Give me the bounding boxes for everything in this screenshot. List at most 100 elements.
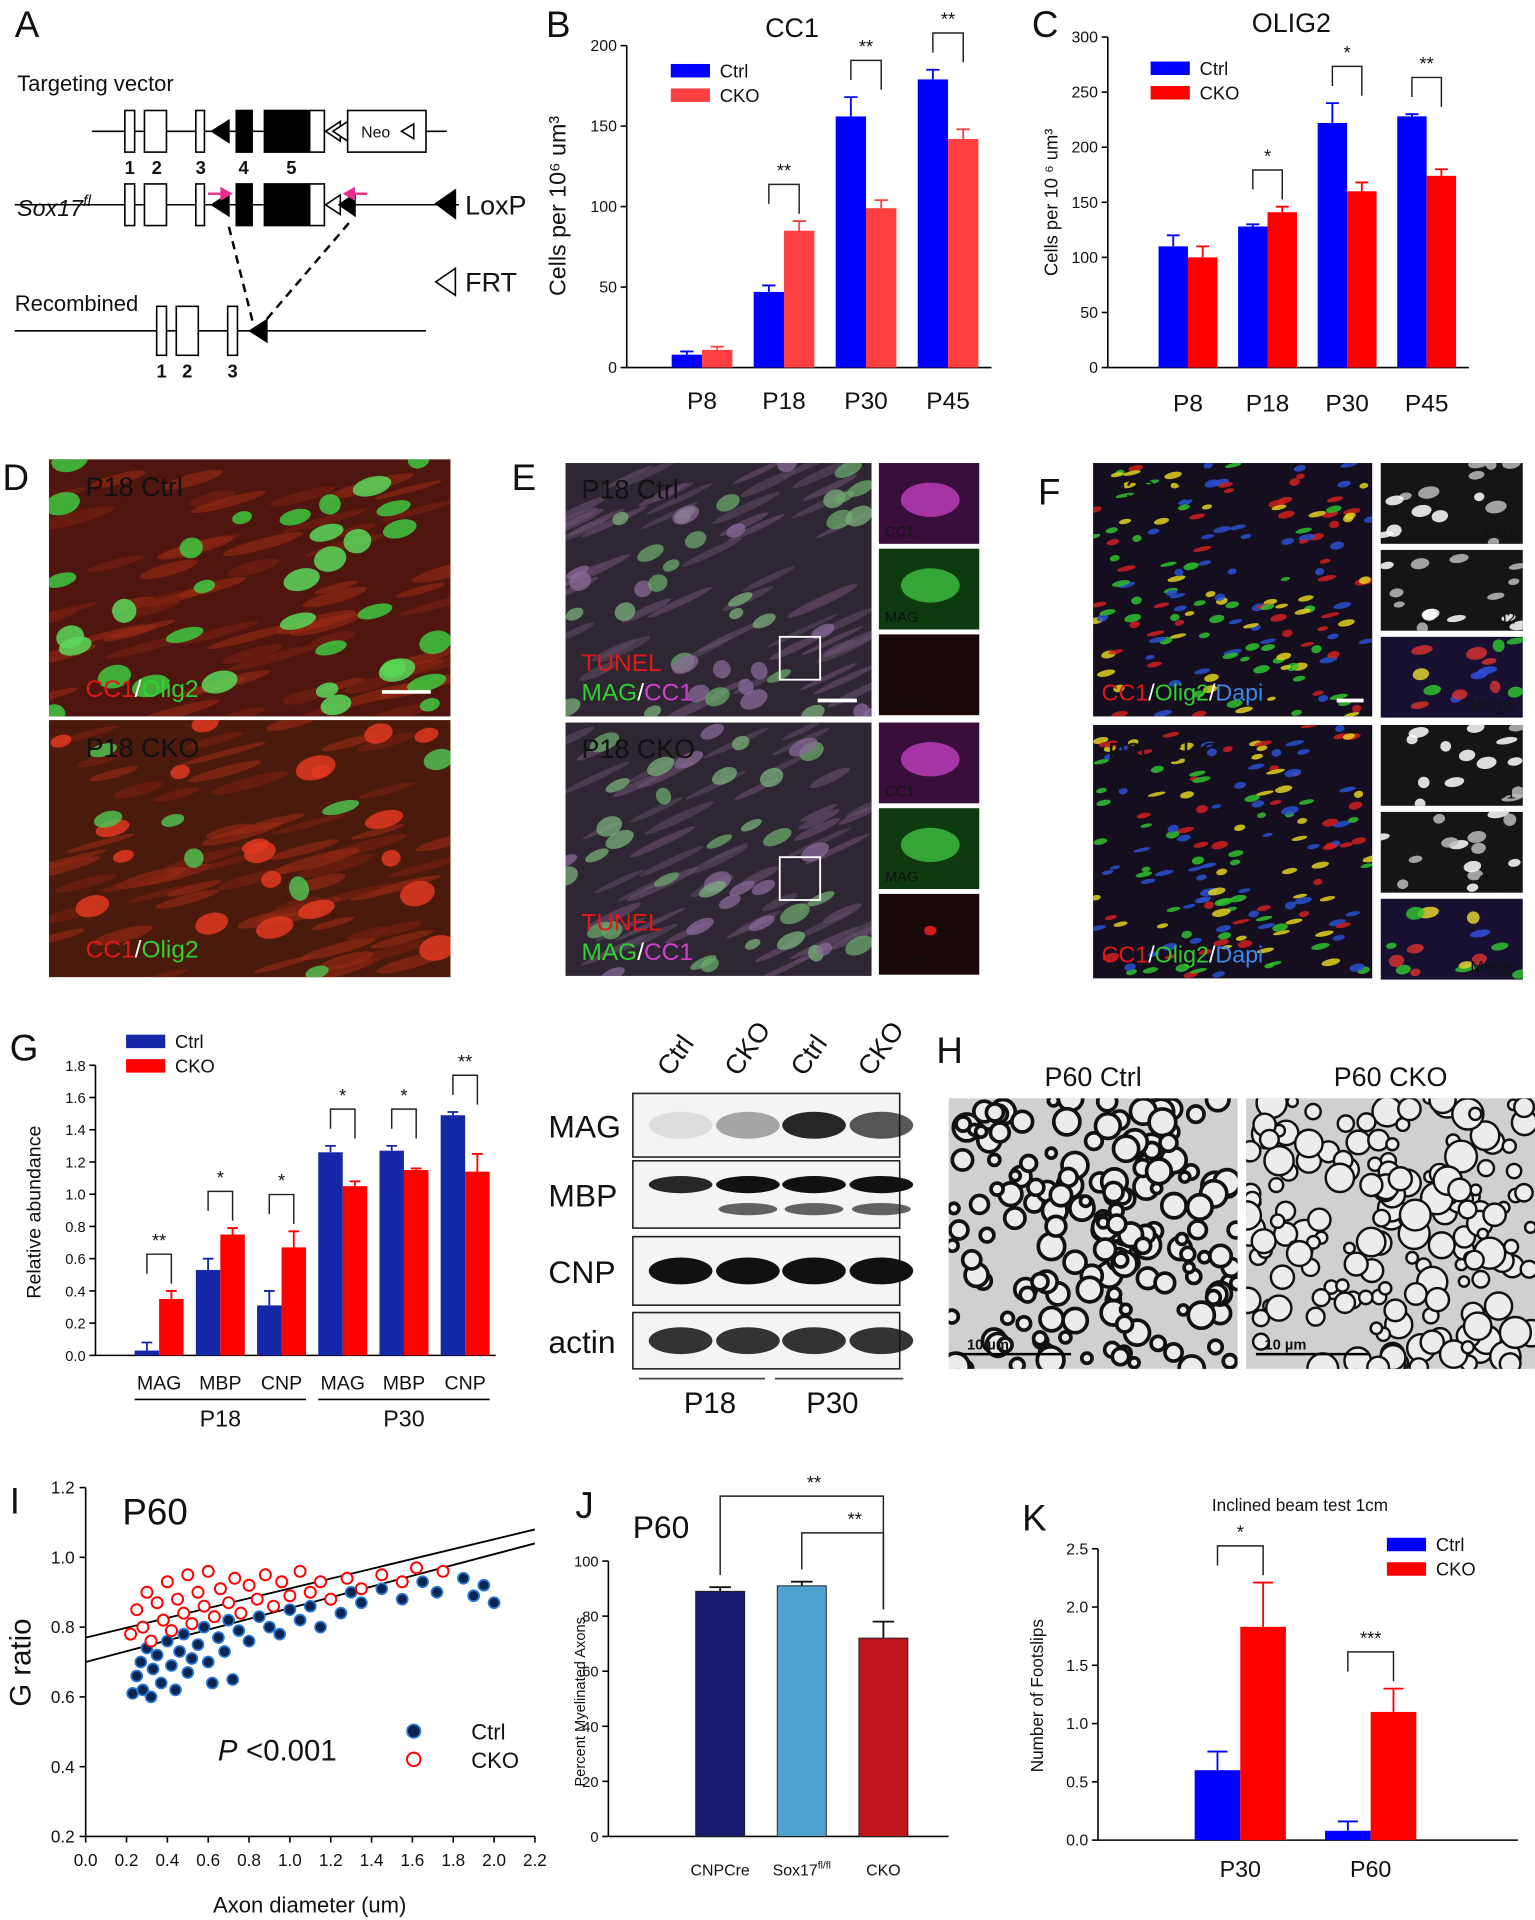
cell: [89, 470, 146, 489]
cell: [1406, 906, 1425, 920]
cell: [687, 845, 749, 875]
x-tick-label: 2.2: [523, 1850, 547, 1870]
category: P18: [762, 388, 806, 415]
cell: [782, 722, 820, 741]
category: MBP: [199, 1373, 241, 1395]
cell: [565, 761, 631, 795]
blot-band: [716, 1257, 780, 1285]
cell: [397, 654, 451, 677]
point: [169, 1683, 182, 1697]
error-bar: [1434, 168, 1448, 176]
cell: [1485, 500, 1507, 514]
axon: [1083, 1130, 1105, 1152]
axon: [1428, 1098, 1457, 1115]
cell: [1111, 580, 1130, 587]
cell: [1332, 934, 1345, 941]
cell: [222, 644, 283, 664]
cell: [400, 880, 435, 907]
stain-part: TUNEL: [581, 650, 661, 677]
cell: [97, 664, 131, 689]
axon: [1147, 1107, 1178, 1138]
cell: [718, 894, 741, 910]
axon: [1405, 1250, 1420, 1265]
cell: [1174, 619, 1185, 626]
cell: [1327, 633, 1339, 640]
exon-label: 3: [196, 157, 206, 178]
axon: [1179, 1245, 1197, 1263]
error-bar: [1405, 113, 1419, 117]
cell: [320, 694, 352, 716]
cell: [742, 566, 796, 592]
cell: [1198, 949, 1212, 955]
cell: [353, 939, 432, 963]
axon: [1015, 1314, 1033, 1333]
legend-label: CKO: [175, 1056, 215, 1077]
stain-part: CC1: [86, 676, 135, 703]
axon: [1204, 1098, 1231, 1113]
dashed-line: [227, 226, 255, 325]
cell: [1466, 911, 1480, 924]
superscript: fl: [83, 193, 91, 210]
cell: [565, 726, 595, 751]
cell: [1251, 753, 1263, 760]
cell: [48, 704, 66, 717]
y-tick-label: 0.2: [51, 1827, 75, 1847]
point: [258, 1568, 272, 1582]
cell: [1135, 871, 1153, 878]
cell: [1351, 837, 1367, 845]
point: [144, 1690, 158, 1704]
cell: [189, 490, 236, 508]
cell: [1220, 944, 1233, 950]
inset-label: TUNEL: [885, 696, 933, 712]
cell: [1344, 512, 1356, 520]
cell: [1467, 831, 1487, 843]
cell: [1133, 847, 1151, 853]
axon: [1519, 1259, 1535, 1279]
y-tick-label: 1.0: [1066, 1716, 1088, 1733]
cell: [1298, 533, 1315, 542]
cell: [1167, 824, 1179, 833]
axon: [989, 1181, 1005, 1197]
image-title: P18 Ctrl: [86, 472, 183, 502]
cell: [1189, 770, 1206, 777]
cell: [1235, 935, 1247, 941]
axon: [1026, 1177, 1046, 1198]
cell: [1110, 865, 1121, 870]
cell: [565, 622, 595, 641]
error-bar: [709, 1586, 731, 1592]
cell: [311, 765, 330, 779]
cell: [1232, 918, 1250, 925]
axon: [1144, 1157, 1174, 1186]
cell: [729, 608, 744, 620]
cell: [1222, 652, 1239, 659]
cell: [1256, 745, 1268, 752]
point: [177, 1606, 191, 1620]
axon: [1185, 1192, 1214, 1222]
x-tick-label: MBP: [383, 1373, 425, 1395]
bar: [281, 1247, 307, 1356]
axon: [1075, 1275, 1104, 1304]
cell: [265, 720, 324, 731]
cell: [1136, 749, 1153, 755]
cell: [816, 942, 833, 956]
chart-title: OLIG2: [1252, 8, 1331, 38]
cell: [1278, 510, 1295, 519]
blot-band: [784, 1202, 844, 1216]
cell: [165, 626, 204, 644]
significance-bracket: [1347, 1651, 1395, 1682]
exon-label: 2: [152, 157, 162, 178]
cell: [1311, 645, 1322, 654]
cell: [1277, 496, 1293, 504]
panel-letter: I: [10, 1480, 20, 1521]
cell: [1298, 595, 1314, 602]
cell: [1466, 883, 1479, 892]
image-texture: [48, 459, 451, 717]
cell: [48, 849, 107, 875]
cell: [1280, 664, 1291, 670]
inset-cell: [900, 742, 960, 777]
axon: [1185, 1104, 1206, 1125]
cell: [1349, 963, 1365, 972]
axon: [1010, 1109, 1035, 1134]
cell: [1291, 709, 1302, 716]
x-tick-label: CNP: [261, 1373, 302, 1395]
